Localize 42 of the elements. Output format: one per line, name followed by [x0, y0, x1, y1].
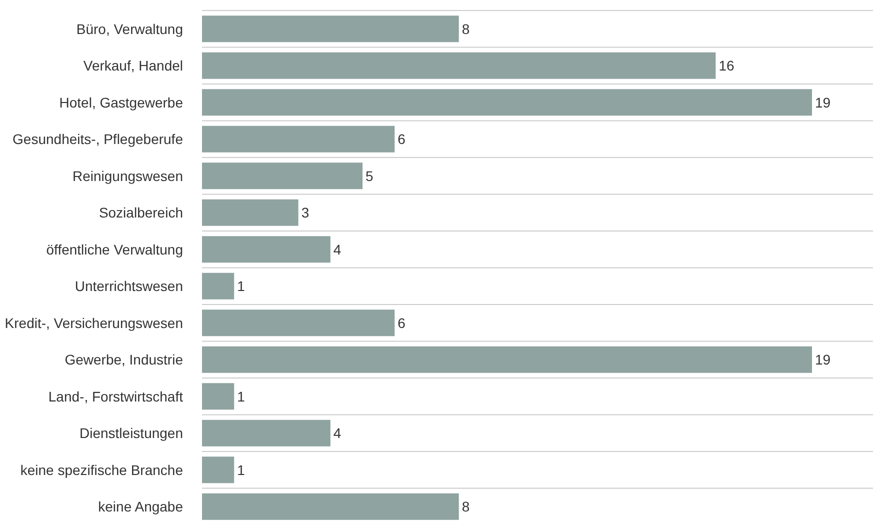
- y-tick-label: Land-, Forstwirtschaft: [48, 388, 184, 404]
- bar: [202, 272, 234, 300]
- bar: [202, 16, 459, 42]
- bar: [202, 236, 330, 263]
- y-tick-label: keine Angabe: [98, 498, 184, 515]
- bar: [202, 310, 395, 336]
- bar: [202, 493, 459, 520]
- bar: [202, 89, 812, 116]
- bar: [202, 52, 716, 79]
- y-tick-label: Unterrichtswesen: [74, 278, 183, 294]
- y-tick-label: Dienstleistungen: [79, 425, 183, 442]
- y-tick-label: öffentliche Verwaltung: [46, 241, 183, 258]
- data-label: 4: [333, 425, 342, 442]
- bar: [202, 199, 298, 226]
- y-tick-label: Verkauf, Handel: [83, 58, 183, 74]
- y-tick-label: Hotel, Gastgewerbe: [59, 94, 184, 110]
- data-label: 6: [398, 314, 406, 331]
- data-label: 8: [462, 20, 470, 37]
- data-label: 3: [301, 204, 310, 221]
- y-tick-label: Büro, Verwaltung: [76, 20, 183, 37]
- bar: [202, 126, 395, 152]
- y-tick-label: Gesundheits-, Pflegeberufe: [12, 131, 184, 148]
- data-label: 6: [398, 131, 406, 148]
- data-label: 19: [815, 94, 831, 110]
- bar: [202, 420, 330, 446]
- bar: [202, 383, 234, 410]
- bar: [202, 162, 363, 190]
- data-label: 5: [366, 168, 374, 184]
- y-tick-label: Sozialbereich: [98, 204, 183, 221]
- y-tick-label: Kredit-, Versicherungswesen: [4, 314, 183, 331]
- bar: [202, 346, 812, 373]
- data-label: 1: [237, 462, 246, 478]
- y-tick-label: keine spezifische Branche: [20, 462, 184, 478]
- data-label: 4: [333, 241, 342, 258]
- y-tick-label: Gewerbe, Industrie: [64, 352, 184, 368]
- data-label: 19: [815, 352, 831, 368]
- data-label: 1: [237, 278, 246, 294]
- data-label: 8: [462, 498, 470, 515]
- y-tick-label: Reinigungswesen: [72, 168, 183, 184]
- bar: [202, 456, 234, 484]
- data-label: 1: [237, 388, 246, 404]
- data-label: 16: [718, 58, 734, 74]
